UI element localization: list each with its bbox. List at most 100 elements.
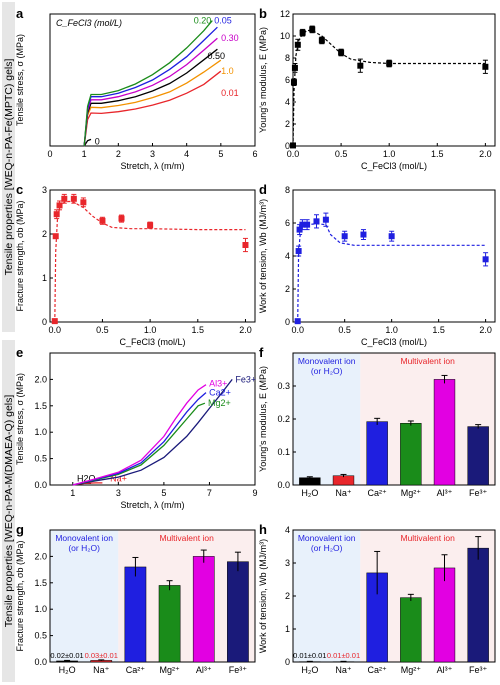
region-label-monovalent-f: Monovalent ion	[298, 356, 356, 366]
category-label-g: Na⁺	[93, 665, 110, 675]
bar-f	[366, 421, 388, 486]
data-point-c	[56, 202, 63, 209]
x-axis-label-c: C_FeCl3 (mol/L)	[119, 337, 185, 347]
category-label-h: Mg²⁺	[401, 665, 421, 675]
category-label-f: Al³⁺	[437, 488, 453, 498]
axes-frame-e	[49, 352, 256, 486]
y-tick-label-h: 2	[285, 591, 290, 601]
category-label-g: H₂O	[59, 665, 76, 675]
x-axis-label-e: Stretch, λ (m/m)	[120, 500, 184, 510]
series-label-e: Ca2+	[209, 388, 231, 398]
category-label-h: H₂O	[301, 665, 318, 675]
data-point-c	[147, 222, 154, 229]
series-line-a-4	[83, 37, 218, 147]
series-label-e: Na+	[110, 474, 127, 484]
data-point-c	[118, 215, 125, 222]
x-tick-label-c: 0.0	[49, 325, 62, 335]
value-label-h: 0.01±0.01	[327, 651, 360, 660]
x-axis-label-a: Stretch, λ (m/m)	[120, 161, 184, 171]
y-tick-label-f: 0.1	[277, 447, 290, 457]
x-tick-label-c: 1.5	[192, 325, 205, 335]
series-label-a: 0	[95, 137, 100, 147]
y-tick-label-f: 0.2	[277, 414, 290, 424]
fit-line-c	[54, 200, 246, 323]
region-monovalent-h	[293, 530, 361, 662]
x-tick-label-e: 1	[70, 488, 75, 498]
bar-g	[227, 561, 249, 663]
y-axis-label-c: Fracture strength, σb (MPa)	[15, 200, 25, 311]
data-point-b	[318, 37, 325, 44]
data-point-d	[299, 221, 306, 228]
y-tick-label-d: 8	[285, 185, 290, 195]
data-point-b	[482, 63, 489, 70]
panel-letter-c: c	[16, 182, 23, 197]
x-tick-label-b: 1.5	[431, 149, 444, 159]
series-line-a-3	[83, 48, 218, 147]
data-point-c	[99, 217, 106, 224]
y-tick-label-c: 2	[42, 229, 47, 239]
y-axis-label-e: Tensile stress, σ (MPa)	[15, 373, 25, 465]
x-tick-label-a: 2	[116, 149, 121, 159]
data-point-d	[295, 248, 302, 255]
data-point-d	[322, 216, 329, 223]
x-tick-label-d: 2.0	[479, 325, 492, 335]
data-point-c	[61, 195, 68, 202]
legend-title-a: C_FeCl3 (mol/L)	[56, 18, 122, 28]
region-monovalent-f	[293, 353, 361, 485]
x-tick-label-e: 9	[252, 488, 257, 498]
y-tick-label-b: 0	[285, 141, 290, 151]
category-label-h: Fe³⁺	[469, 665, 488, 675]
bar-f	[467, 426, 489, 486]
data-point-b	[291, 64, 298, 71]
y-tick-label-d: 6	[285, 218, 290, 228]
data-point-b	[309, 26, 316, 33]
data-point-b	[357, 62, 364, 69]
x-tick-label-a: 5	[218, 149, 223, 159]
y-tick-label-b: 12	[280, 9, 290, 19]
x-tick-label-e: 3	[116, 488, 121, 498]
value-label-g: 0.03±0.01	[85, 651, 118, 660]
y-tick-label-e: 1.5	[34, 401, 47, 411]
y-tick-label-g: 0.0	[34, 657, 47, 667]
side-banner-bottom	[2, 340, 15, 682]
region-label-multivalent-f: Multivalent ion	[400, 356, 455, 366]
axes-frame-g	[49, 529, 256, 663]
x-tick-label-a: 3	[150, 149, 155, 159]
y-tick-label-h: 0	[285, 657, 290, 667]
y-axis-label-b: Young's modulus, E (MPa)	[258, 27, 268, 133]
data-point-c	[80, 199, 87, 206]
bar-f	[433, 379, 456, 486]
y-tick-label-h: 1	[285, 624, 290, 634]
x-tick-label-b: 0.0	[287, 149, 300, 159]
axes-frame-d	[292, 189, 496, 323]
y-axis-label-a: Tensile stress, σ (MPa)	[15, 34, 25, 126]
data-point-b	[294, 41, 301, 48]
y-tick-label-b: 8	[285, 53, 290, 63]
series-line-e-2	[72, 379, 233, 486]
y-tick-label-e: 0.0	[34, 480, 47, 490]
x-tick-label-c: 1.0	[144, 325, 157, 335]
series-label-e: Mg2+	[208, 398, 231, 408]
panel-letter-g: g	[16, 522, 24, 537]
region-label-multivalent-g: Multivalent ion	[159, 533, 214, 543]
series-label-e: Al3+	[209, 379, 227, 389]
data-point-c	[242, 242, 249, 248]
x-tick-label-b: 2.0	[479, 149, 492, 159]
x-tick-label-b: 0.5	[335, 149, 348, 159]
data-point-b	[290, 142, 296, 149]
panel-letter-e: e	[16, 345, 23, 360]
category-label-h: Ca²⁺	[368, 665, 388, 675]
panel-letter-b: b	[259, 6, 267, 21]
data-point-b	[338, 49, 345, 56]
value-label-g: 0.02±0.01	[50, 651, 83, 660]
y-tick-label-e: 0.5	[34, 454, 47, 464]
bar-g	[158, 585, 181, 663]
x-tick-label-d: 0.5	[338, 325, 351, 335]
series-label-a: 0.05	[214, 16, 232, 26]
data-point-d	[360, 231, 367, 238]
panel-letter-h: h	[259, 522, 267, 537]
y-tick-label-f: 0.0	[277, 480, 290, 490]
region-label-monovalent-f: (or H₂O)	[311, 366, 343, 376]
region-monovalent-g	[50, 530, 119, 662]
